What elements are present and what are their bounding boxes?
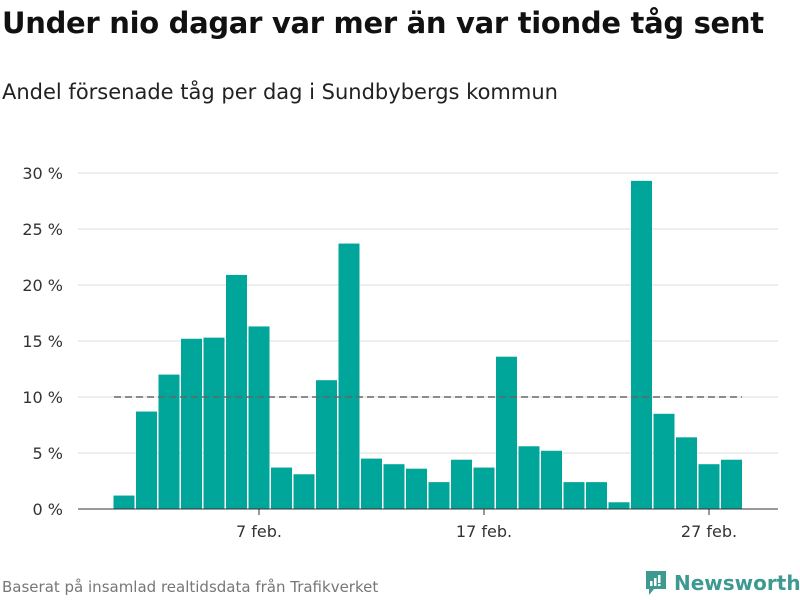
bar — [676, 437, 697, 509]
chart-title: Under nio dagar var mer än var tionde tå… — [2, 6, 764, 40]
brand-name: Newsworthy — [674, 571, 800, 595]
bar — [338, 243, 360, 509]
bar — [721, 459, 742, 509]
bar — [136, 411, 157, 509]
chart-subtitle: Andel försenade tåg per dag i Sundbyberg… — [2, 80, 558, 104]
bar — [158, 374, 180, 509]
y-tick-label: 0 % — [33, 500, 63, 519]
x-tick-label: 27 feb. — [681, 522, 737, 541]
bar — [698, 464, 720, 509]
bar — [406, 468, 427, 509]
bar — [203, 337, 225, 509]
y-tick-label: 30 % — [22, 164, 63, 183]
bar — [496, 356, 517, 509]
bar — [293, 474, 315, 509]
bar — [383, 464, 405, 509]
bar — [451, 459, 472, 509]
y-tick-label: 5 % — [33, 444, 63, 463]
bar — [181, 338, 202, 509]
bar — [473, 467, 495, 509]
bar — [541, 450, 562, 509]
y-tick-label: 10 % — [22, 388, 63, 407]
bar-chart: 0 % 5 % 10 % 15 % 20 % 25 % 30 % 7 feb. 17 feb. 2… — [22, 164, 778, 541]
bar — [608, 502, 630, 509]
bar — [113, 495, 135, 509]
y-tick-label: 20 % — [22, 276, 63, 295]
newsworthy-logo: Newsworthy — [644, 569, 800, 597]
bar — [316, 380, 337, 509]
bar — [428, 482, 450, 509]
bar — [563, 482, 585, 509]
bar — [248, 326, 270, 509]
bar — [586, 482, 607, 509]
x-tick-label: 17 feb. — [456, 522, 512, 541]
newsworthy-logo-icon — [646, 571, 666, 595]
bar — [631, 180, 652, 509]
bar — [271, 467, 292, 509]
x-tick-label: 7 feb. — [236, 522, 282, 541]
source-note: Baserat på insamlad realtidsdata från Tr… — [2, 578, 379, 596]
y-tick-label: 25 % — [22, 220, 63, 239]
bar — [518, 446, 540, 509]
bar — [361, 458, 382, 509]
y-tick-label: 15 % — [22, 332, 63, 351]
bar — [653, 413, 675, 509]
bar — [226, 274, 247, 509]
